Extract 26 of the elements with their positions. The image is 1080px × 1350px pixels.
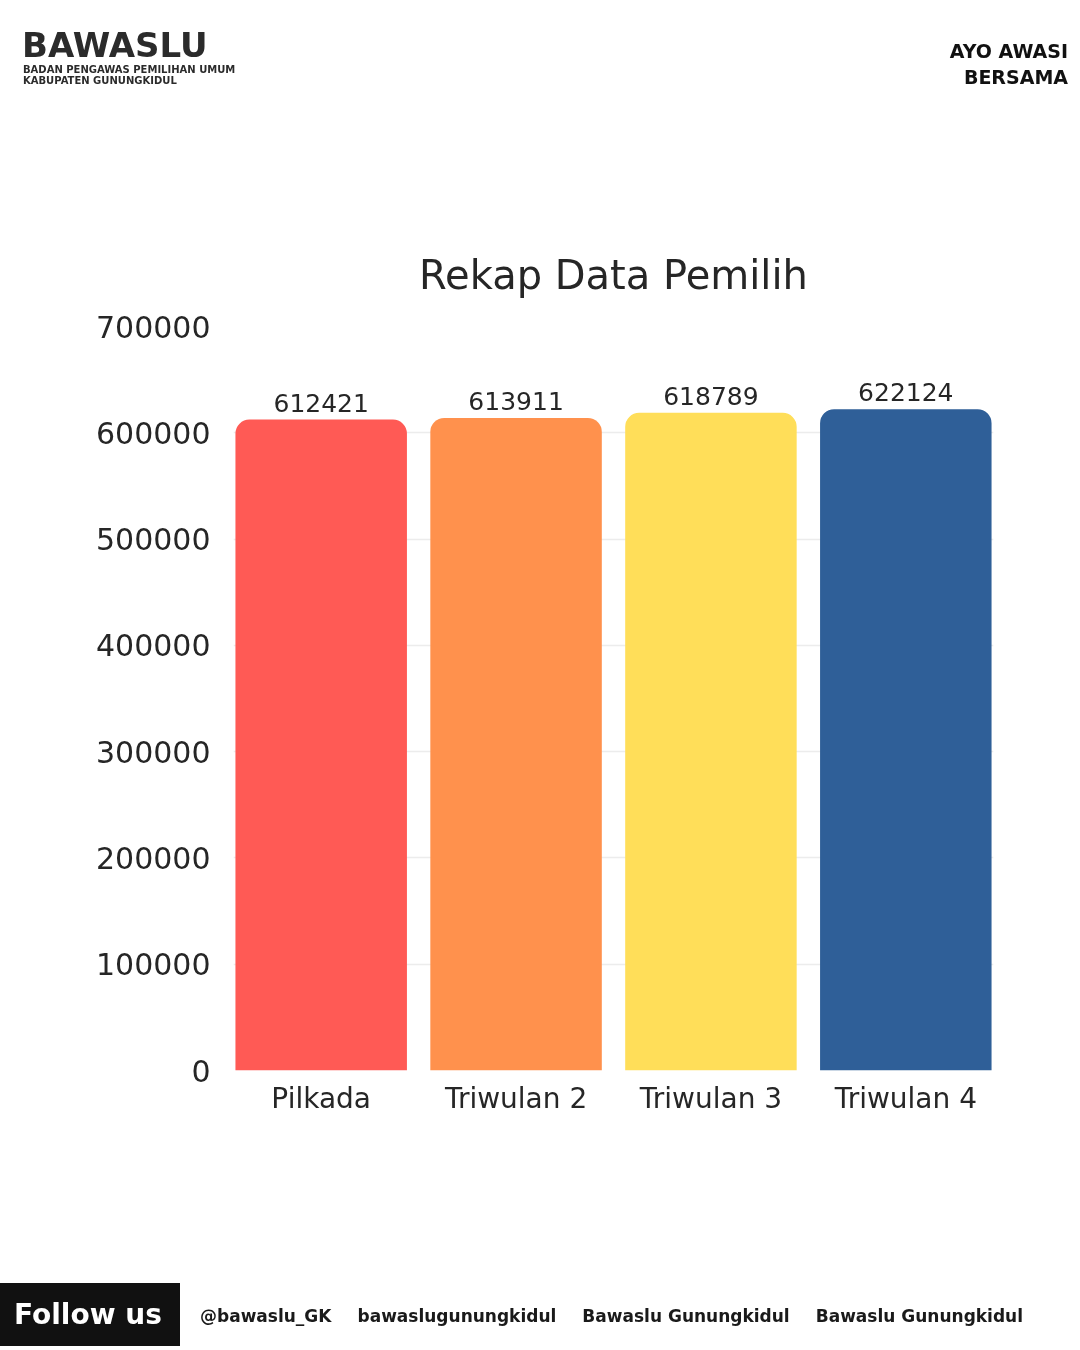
text: bawaslugunungkidul (357, 1306, 557, 1326)
y-tick-label: 200000 (95, 840, 211, 876)
y-tick-label: 700000 (95, 309, 211, 345)
text: BAWASLU (22, 25, 208, 65)
data-label: 612421 (273, 388, 369, 418)
y-tick-label: 300000 (95, 734, 211, 770)
x-tick-label: Pilkada (271, 1081, 372, 1115)
y-tick-label: 100000 (95, 947, 211, 983)
text: Bawaslu Gunungkidul (815, 1306, 1024, 1326)
y-tick-label: 400000 (95, 628, 211, 664)
data-label: 622124 (858, 378, 954, 408)
text: BADAN PENGAWAS PEMILIHAN UMUM (23, 64, 236, 75)
text: Follow us (0, 1283, 180, 1346)
y-tick-label: 500000 (95, 522, 211, 558)
text: @bawaslu_GK (200, 1306, 332, 1326)
y-tick-label: 0 (191, 1053, 211, 1089)
chart-title: Rekap Data Pemilih (419, 251, 808, 298)
text: AYO AWASI BERSAMA (948, 39, 1068, 90)
data-label: 613911 (468, 387, 564, 416)
text: KABUPATEN GUNUNGKIDUL (23, 75, 177, 86)
text: Bawaslu Gunungkidul (582, 1306, 790, 1326)
x-tick-label: Triwulan 3 (638, 1081, 783, 1115)
data-label: 618789 (663, 381, 759, 411)
x-tick-label: Triwulan 2 (443, 1081, 588, 1115)
x-tick-label: Triwulan 4 (833, 1081, 977, 1115)
y-tick-label: 600000 (95, 415, 211, 451)
